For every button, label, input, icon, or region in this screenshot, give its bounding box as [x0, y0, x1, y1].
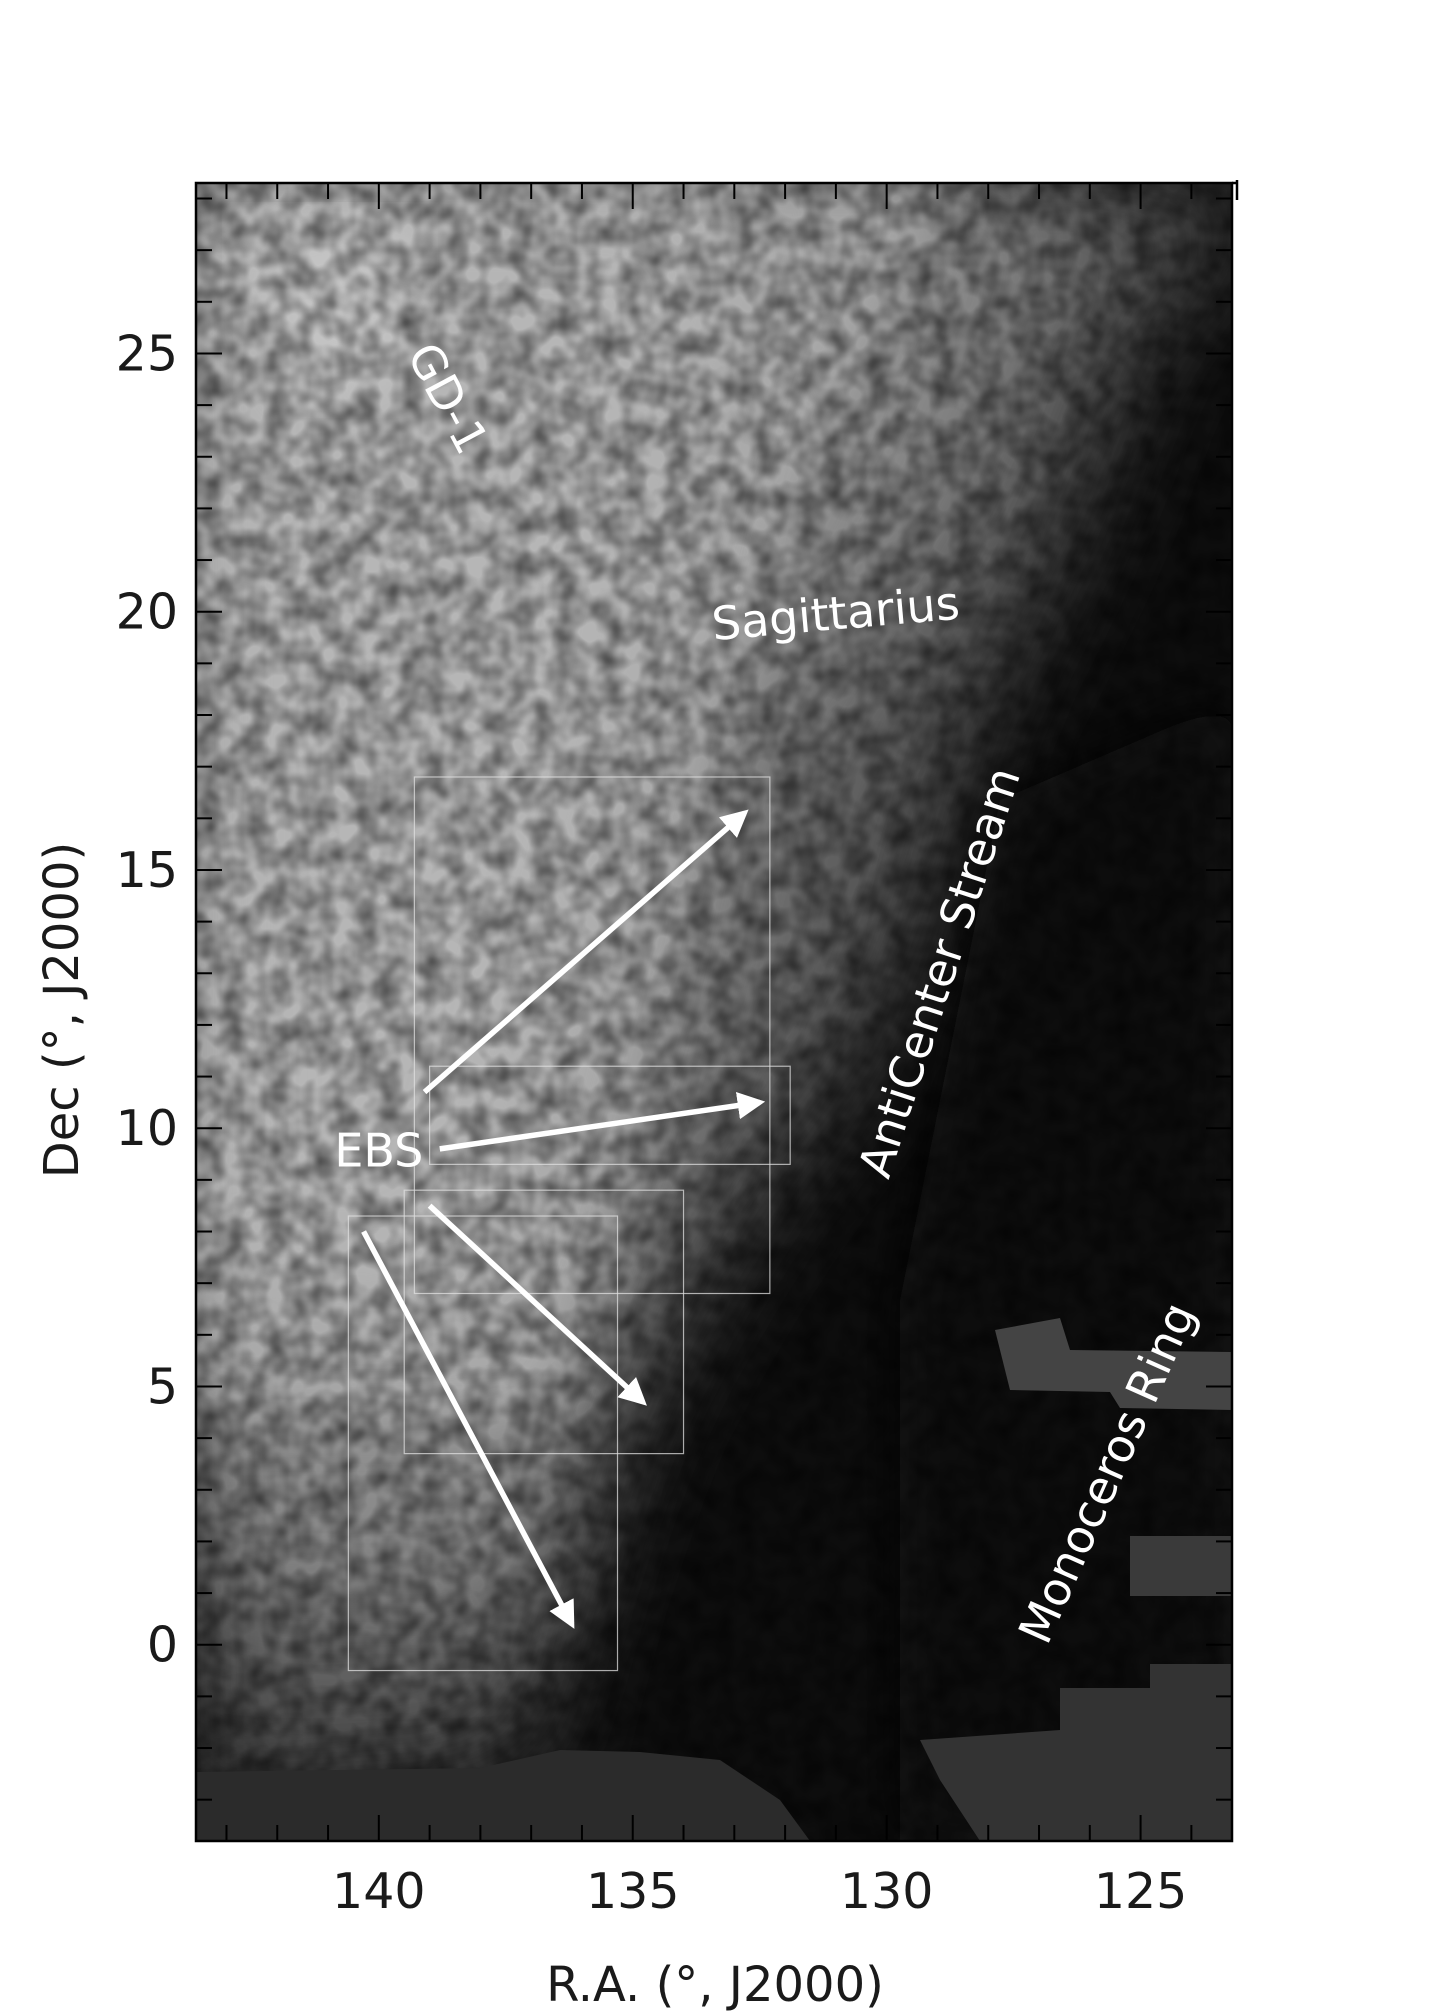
- density-map: [196, 183, 1232, 1841]
- axis-ticks: [196, 183, 1232, 1841]
- ebs-arrow: [439, 1091, 766, 1152]
- y-axis-title: Dec (°, J2000): [34, 842, 90, 1178]
- selection-box: [403, 1189, 685, 1455]
- tick-labels: 140 135 130 125 0 5 10 15 20 25: [116, 325, 1188, 1920]
- plot-frame: [194, 181, 1234, 1843]
- selection-boxes: [347, 776, 791, 1672]
- y-tick-label: 0: [147, 1617, 178, 1674]
- x-tick-label: 130: [840, 1863, 934, 1920]
- x-tick-label: 125: [1094, 1863, 1188, 1920]
- ebs-arrows: [361, 809, 766, 1629]
- ebs-arrow: [427, 1203, 647, 1406]
- x-tick-label: 140: [332, 1863, 426, 1920]
- y-tick-label: 10: [116, 1100, 178, 1157]
- y-tick-label: 25: [116, 325, 178, 382]
- selection-box: [429, 1065, 791, 1165]
- selection-box: [413, 776, 771, 1295]
- ebs-arrow: [422, 809, 749, 1095]
- y-tick-label: 5: [147, 1358, 178, 1415]
- y-tick-label: 15: [116, 842, 178, 899]
- selection-box: [347, 1215, 619, 1672]
- x-axis-title: R.A. (°, J2000): [546, 1957, 884, 2013]
- y-tick-label: 20: [116, 584, 178, 641]
- x-tick-label: 135: [586, 1863, 680, 1920]
- ebs-arrow: [361, 1230, 575, 1629]
- stream-label: EBS: [334, 1124, 423, 1178]
